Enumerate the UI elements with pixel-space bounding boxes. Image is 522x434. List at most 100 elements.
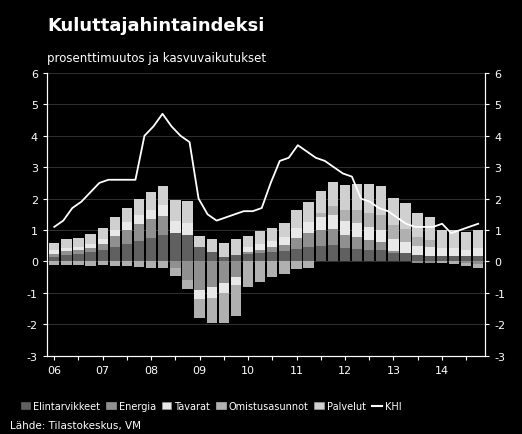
Bar bbox=[98, 251, 108, 262]
Bar bbox=[291, 249, 302, 262]
Bar bbox=[316, 191, 326, 213]
Bar bbox=[219, 257, 229, 262]
Bar bbox=[461, 257, 471, 262]
Bar bbox=[328, 230, 338, 246]
Bar bbox=[158, 187, 169, 205]
Bar bbox=[158, 262, 169, 269]
Bar bbox=[182, 235, 193, 262]
Bar bbox=[49, 243, 60, 251]
Bar bbox=[195, 262, 205, 290]
Bar bbox=[61, 262, 72, 266]
Bar bbox=[86, 249, 96, 253]
Bar bbox=[98, 229, 108, 240]
Bar bbox=[219, 243, 229, 257]
Bar bbox=[340, 185, 350, 210]
Bar bbox=[424, 256, 435, 262]
Bar bbox=[134, 224, 144, 241]
Bar bbox=[170, 233, 181, 262]
Bar bbox=[364, 250, 374, 262]
Bar bbox=[110, 230, 120, 237]
Bar bbox=[364, 213, 374, 227]
Bar bbox=[122, 209, 132, 223]
Bar bbox=[376, 186, 386, 215]
Bar bbox=[412, 246, 423, 256]
Bar bbox=[424, 262, 435, 263]
Bar bbox=[182, 223, 193, 235]
Bar bbox=[219, 262, 229, 284]
Bar bbox=[376, 243, 386, 250]
Bar bbox=[98, 240, 108, 245]
Bar bbox=[61, 248, 72, 252]
Bar bbox=[122, 262, 132, 266]
Bar bbox=[388, 226, 399, 240]
Bar bbox=[303, 233, 314, 248]
Bar bbox=[182, 281, 193, 289]
Bar bbox=[170, 268, 181, 276]
Bar bbox=[328, 206, 338, 216]
Bar bbox=[110, 248, 120, 262]
Bar bbox=[207, 253, 217, 262]
Bar bbox=[267, 262, 277, 277]
Bar bbox=[412, 262, 423, 263]
Bar bbox=[110, 237, 120, 248]
Bar bbox=[424, 240, 435, 247]
Bar bbox=[449, 256, 459, 262]
Bar bbox=[376, 215, 386, 230]
Bar bbox=[352, 249, 362, 262]
Bar bbox=[243, 262, 253, 287]
Bar bbox=[182, 262, 193, 281]
Bar bbox=[170, 221, 181, 233]
Bar bbox=[231, 277, 241, 286]
Legend: Elintarvikkeet, Energia, Tavarat, Omistusasunnot, Palvelut, KHI: Elintarvikkeet, Energia, Tavarat, Omistu… bbox=[17, 398, 405, 415]
Bar bbox=[279, 246, 290, 252]
Bar bbox=[364, 185, 374, 213]
Bar bbox=[86, 244, 96, 249]
Bar bbox=[437, 248, 447, 256]
Bar bbox=[267, 241, 277, 248]
Bar bbox=[400, 204, 411, 230]
Bar bbox=[134, 200, 144, 215]
Bar bbox=[49, 251, 60, 254]
Bar bbox=[158, 235, 169, 262]
Bar bbox=[279, 224, 290, 238]
Bar bbox=[146, 220, 156, 238]
Bar bbox=[352, 223, 362, 237]
Bar bbox=[231, 286, 241, 317]
Bar bbox=[352, 237, 362, 249]
Bar bbox=[219, 293, 229, 323]
Bar bbox=[122, 230, 132, 245]
Bar bbox=[61, 256, 72, 262]
Bar bbox=[146, 210, 156, 220]
Bar bbox=[400, 254, 411, 262]
Bar bbox=[303, 202, 314, 223]
Bar bbox=[73, 247, 84, 251]
Bar bbox=[255, 250, 265, 253]
Bar bbox=[316, 213, 326, 218]
Bar bbox=[146, 193, 156, 210]
Bar bbox=[340, 249, 350, 262]
Bar bbox=[86, 262, 96, 266]
Bar bbox=[49, 262, 60, 265]
Bar bbox=[110, 262, 120, 266]
Bar bbox=[461, 233, 471, 250]
Bar bbox=[364, 240, 374, 250]
Bar bbox=[207, 287, 217, 298]
Bar bbox=[243, 253, 253, 254]
Bar bbox=[291, 210, 302, 229]
Bar bbox=[207, 262, 217, 287]
Bar bbox=[424, 247, 435, 256]
Bar bbox=[73, 254, 84, 262]
Bar bbox=[255, 253, 265, 262]
Bar bbox=[61, 252, 72, 256]
Bar bbox=[98, 245, 108, 251]
Bar bbox=[473, 262, 483, 264]
Bar bbox=[461, 263, 471, 266]
Bar bbox=[195, 248, 205, 262]
Bar bbox=[328, 183, 338, 206]
Bar bbox=[122, 223, 132, 230]
Bar bbox=[231, 240, 241, 256]
Bar bbox=[122, 245, 132, 262]
Bar bbox=[437, 262, 447, 263]
Bar bbox=[61, 239, 72, 248]
Bar bbox=[388, 199, 399, 226]
